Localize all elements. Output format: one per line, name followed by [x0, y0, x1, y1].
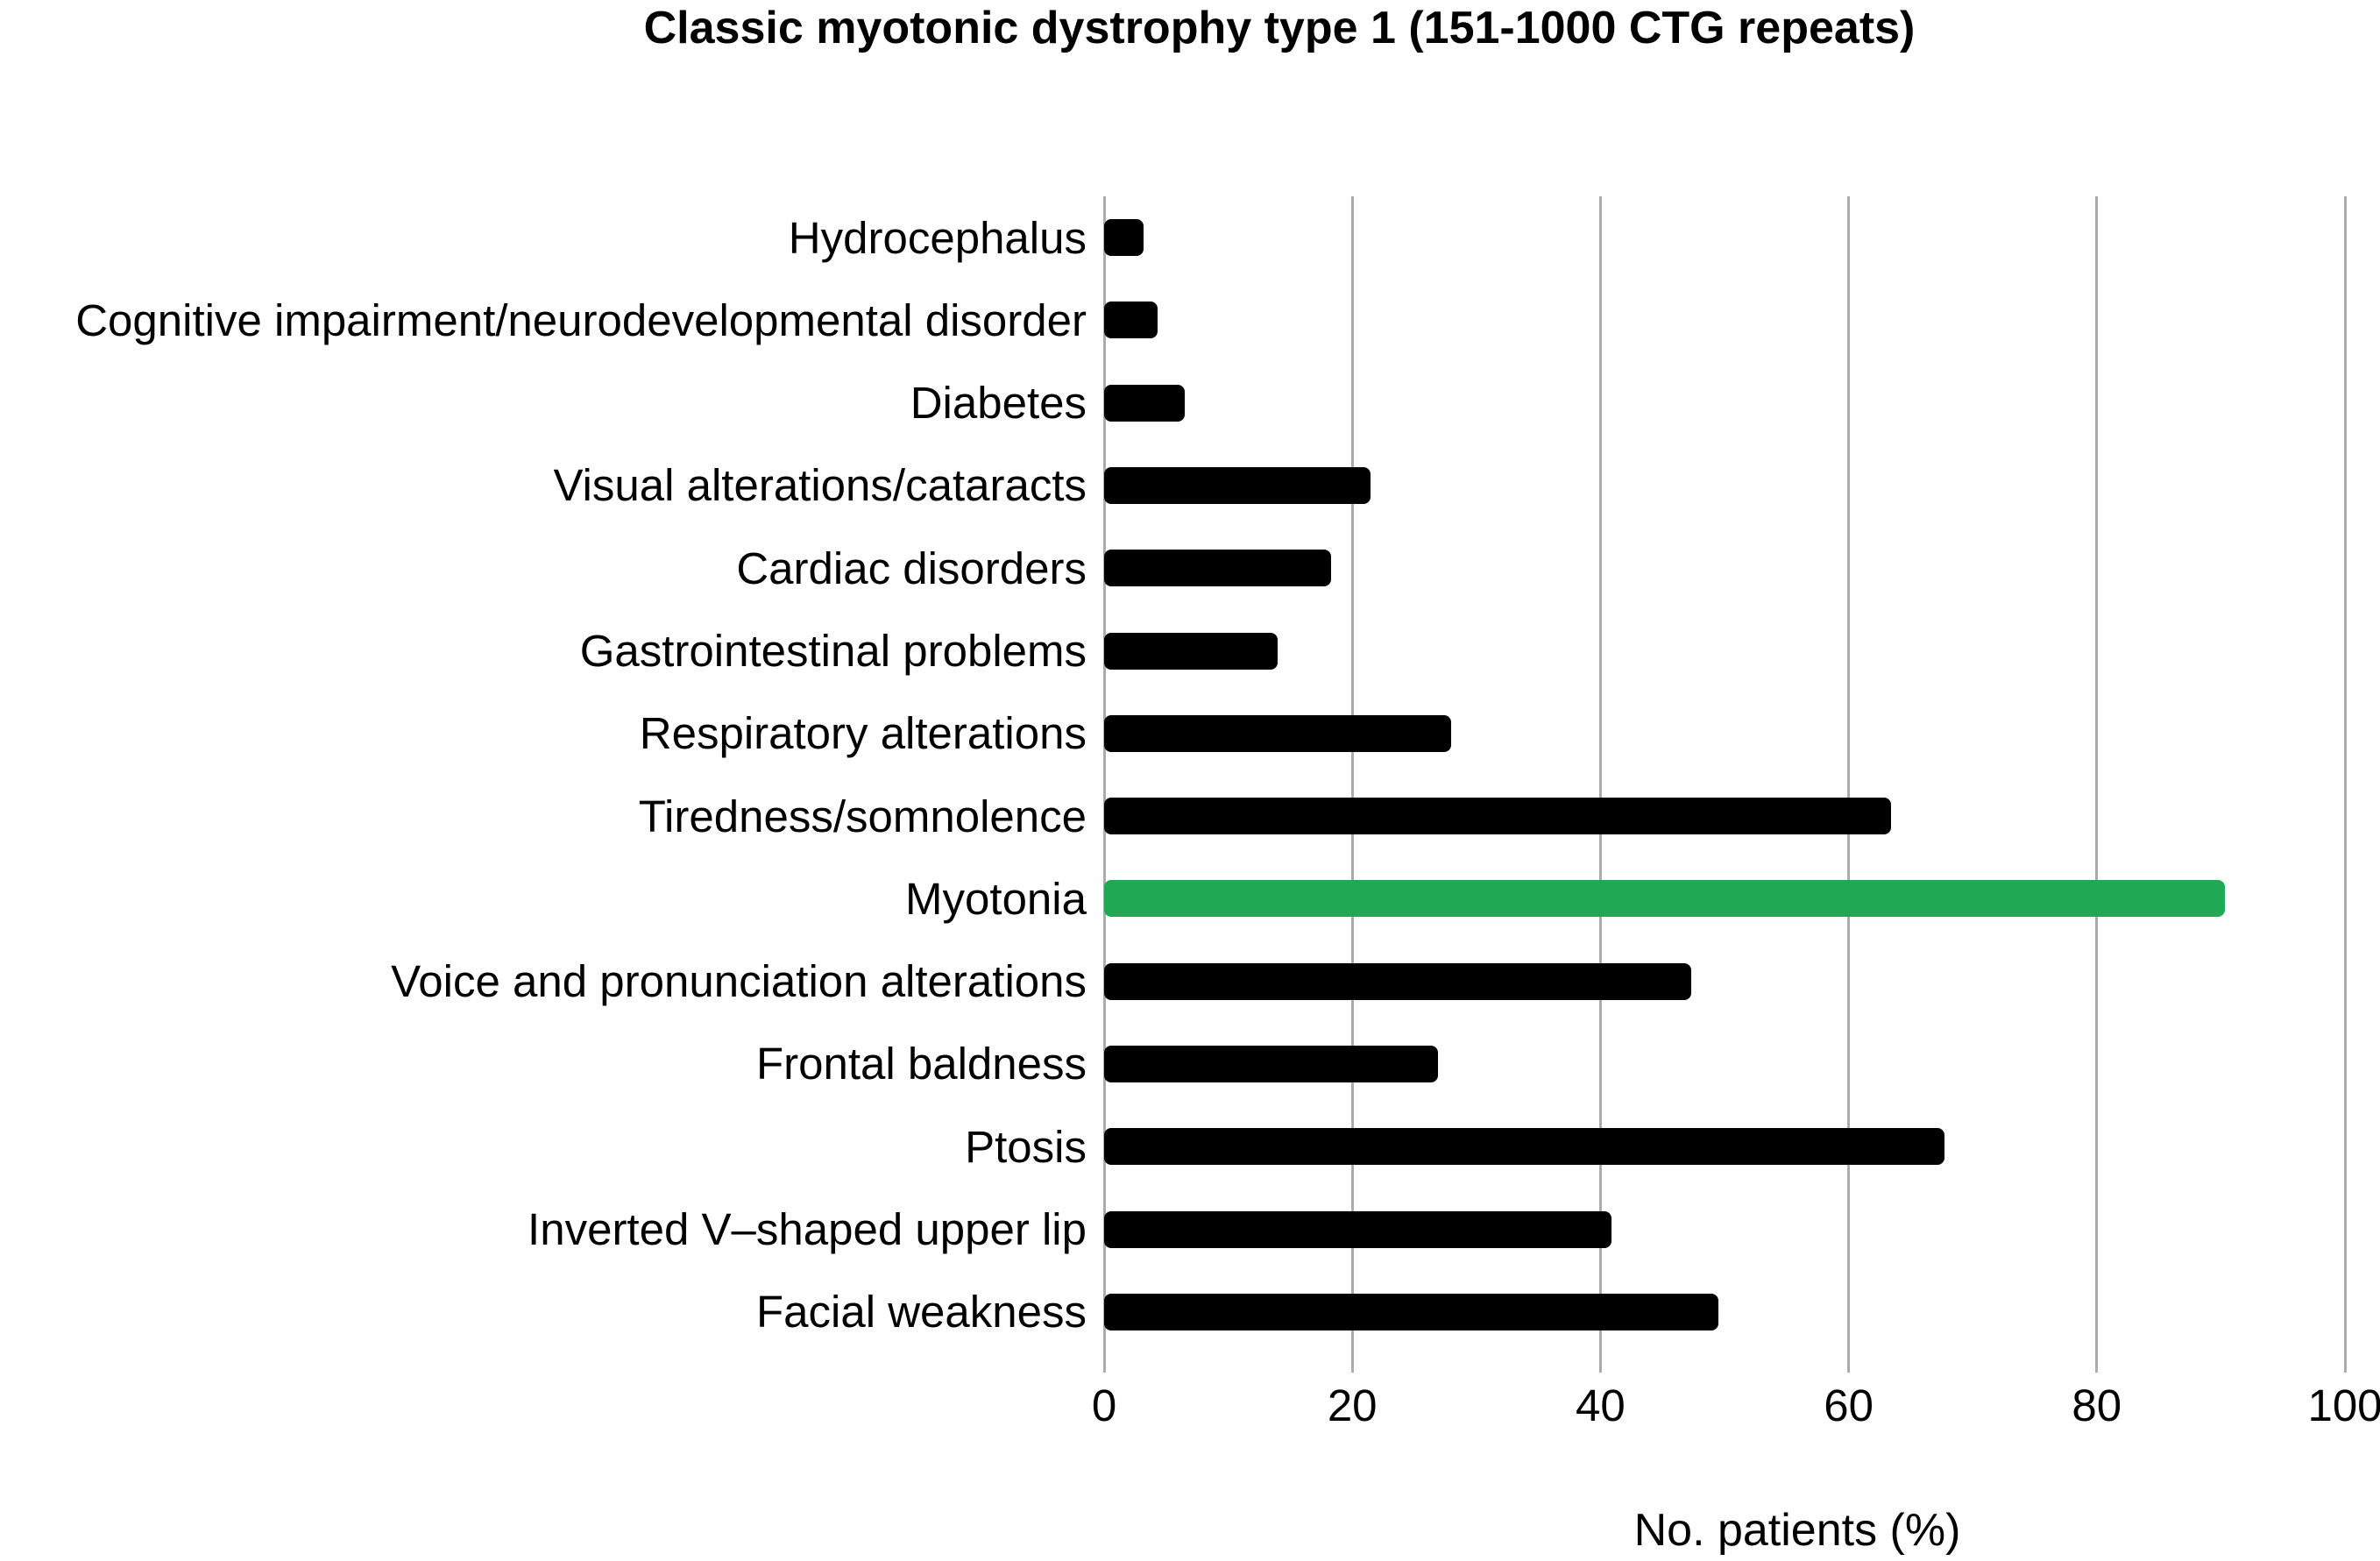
- bar: [1104, 714, 1452, 752]
- bar: [1104, 1046, 1438, 1082]
- axis-tick: [2343, 1353, 2347, 1373]
- x-tick-label: 20: [1327, 1380, 1378, 1430]
- bar: [1104, 798, 1891, 835]
- category-labels-area: Hydrocephalus Cognitive impairment/neurod…: [0, 196, 1087, 1353]
- gridline: [2343, 196, 2347, 1353]
- category-label: Visual alterations/cataracts: [553, 460, 1087, 511]
- bar: [1104, 1293, 1718, 1330]
- x-axis-label: No. patients (%): [1633, 1505, 1961, 1556]
- axis-tick: [1598, 1353, 1602, 1373]
- category-label: Voice and pronunciation alterations: [391, 956, 1087, 1007]
- category-label: Frontal baldness: [755, 1039, 1087, 1089]
- gridline: [1350, 196, 1354, 1353]
- category-label: Ptosis: [965, 1121, 1087, 1172]
- category-label: Cardiac disorders: [736, 543, 1087, 593]
- x-tick-label: 100: [2307, 1380, 2380, 1430]
- plot-area: [1102, 196, 2347, 1373]
- bar: [1104, 962, 1691, 1000]
- gridline: [1102, 196, 1106, 1353]
- x-tick-label: 80: [2072, 1380, 2122, 1430]
- axis-tick: [1350, 1353, 1354, 1373]
- bar: [1104, 632, 1279, 670]
- x-tick-label: 0: [1091, 1380, 1117, 1430]
- axis-tick: [1102, 1353, 1106, 1373]
- category-label: Tiredness/somnolence: [638, 791, 1087, 841]
- chart-title: Classic myotonic dystrophy type 1 (151-1…: [643, 3, 1916, 53]
- bar-highlighted: [1104, 880, 2225, 918]
- category-label: Hydrocephalus: [788, 212, 1087, 263]
- bar: [1104, 1128, 1944, 1166]
- category-label: Respiratory alterations: [639, 708, 1087, 759]
- bar: [1104, 302, 1158, 339]
- bar: [1104, 550, 1332, 587]
- bar: [1104, 219, 1144, 257]
- gridline: [1598, 196, 1602, 1353]
- category-label: Inverted V–shaped upper lip: [528, 1204, 1087, 1255]
- bar: [1104, 467, 1371, 504]
- bar: [1104, 384, 1186, 422]
- category-label: Cognitive impairment/neurodevelopmental …: [75, 294, 1087, 345]
- bar: [1104, 1210, 1612, 1248]
- category-label: Diabetes: [910, 378, 1087, 429]
- category-label: Myotonia: [905, 873, 1087, 924]
- x-tick-label: 40: [1576, 1380, 1626, 1430]
- gridline: [1847, 196, 1851, 1353]
- axis-tick: [2095, 1353, 2099, 1373]
- category-label: Gastrointestinal problems: [579, 626, 1087, 677]
- x-tick-label: 60: [1824, 1380, 1874, 1430]
- category-label: Facial weakness: [756, 1287, 1087, 1337]
- axis-tick: [1847, 1353, 1851, 1373]
- gridline: [2095, 196, 2099, 1353]
